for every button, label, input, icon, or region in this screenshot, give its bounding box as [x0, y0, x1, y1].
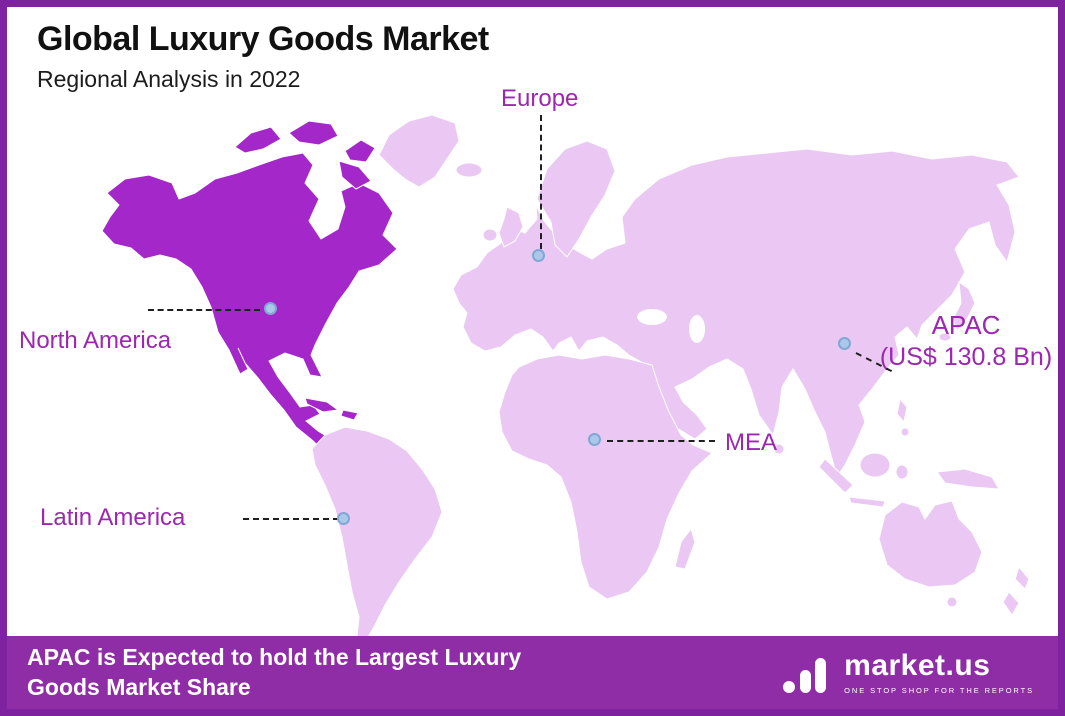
- iceland: [455, 162, 483, 178]
- arctic-islands: [344, 139, 376, 163]
- marker-apac[interactable]: [838, 337, 851, 350]
- region-label-mea: MEA: [725, 429, 778, 456]
- footer-banner: APAC is Expected to hold the Largest Lux…: [7, 636, 1058, 709]
- ireland: [482, 228, 498, 242]
- banner-line-1: APAC is Expected to hold the Largest Lux…: [27, 643, 522, 670]
- sri-lanka: [773, 443, 785, 455]
- caribbean-islands: [340, 409, 359, 421]
- leader-line-mea: [607, 440, 715, 442]
- marker-europe[interactable]: [532, 249, 545, 262]
- java: [848, 496, 886, 508]
- baffin-island: [338, 160, 372, 190]
- arctic-islands: [234, 126, 282, 154]
- scandinavia: [536, 140, 616, 258]
- page-title: Global Luxury Goods Market: [37, 20, 489, 58]
- continent-north-america: [101, 152, 398, 457]
- header: Global Luxury Goods Market Regional Anal…: [37, 20, 489, 93]
- continent-australia: [878, 500, 983, 588]
- region-value-apac: (US$ 130.8 Bn): [879, 343, 1053, 371]
- new-zealand-north: [1014, 565, 1030, 590]
- region-label-apac-name: APAC: [931, 310, 1001, 340]
- japan: [952, 280, 976, 333]
- banner-text: APAC is Expected to hold the Largest Lux…: [27, 643, 521, 703]
- page-subtitle: Regional Analysis in 2022: [37, 66, 301, 92]
- caribbean-islands: [304, 397, 340, 413]
- new-guinea: [936, 468, 1000, 490]
- madagascar: [674, 527, 696, 570]
- caspian-sea: [689, 315, 705, 343]
- continent-eurasia: [452, 148, 1020, 479]
- brand-name: market.us: [844, 648, 991, 682]
- marker-latin-america[interactable]: [337, 512, 350, 525]
- market-us-logo-icon: [783, 657, 827, 693]
- japan-south: [938, 332, 952, 342]
- greenland: [378, 114, 460, 188]
- marker-north-america[interactable]: [264, 302, 277, 315]
- sumatra: [818, 458, 854, 494]
- philippines-south: [900, 427, 910, 437]
- great-britain: [498, 206, 524, 248]
- borneo: [859, 452, 891, 478]
- leader-line-europe: [540, 115, 542, 249]
- market-us-logo[interactable]: market.us ONE STOP SHOP FOR THE REPORTS: [782, 650, 1034, 696]
- philippines: [896, 397, 908, 424]
- banner-line-2: Goods Market Share: [27, 673, 251, 700]
- region-label-north-america: North America: [19, 327, 172, 354]
- black-sea: [637, 309, 667, 325]
- brand-tagline: ONE STOP SHOP FOR THE REPORTS: [844, 685, 1034, 695]
- continent-africa: [498, 354, 713, 600]
- sulawesi: [895, 464, 909, 480]
- region-label-latin-america: Latin America: [40, 504, 186, 531]
- world-map: [101, 114, 1030, 640]
- marker-mea[interactable]: [588, 433, 601, 446]
- leader-line-latin-america: [243, 518, 339, 520]
- arctic-islands: [288, 120, 339, 146]
- leader-line-north-america: [148, 309, 260, 311]
- region-label-apac: APAC (US$ 130.8 Bn): [873, 310, 1058, 372]
- tasmania: [946, 596, 958, 608]
- new-zealand-south: [1002, 591, 1020, 616]
- logo-text: market.us ONE STOP SHOP FOR THE REPORTS: [844, 648, 1034, 695]
- region-label-europe: Europe: [501, 85, 579, 112]
- continent-south-america: [311, 426, 443, 640]
